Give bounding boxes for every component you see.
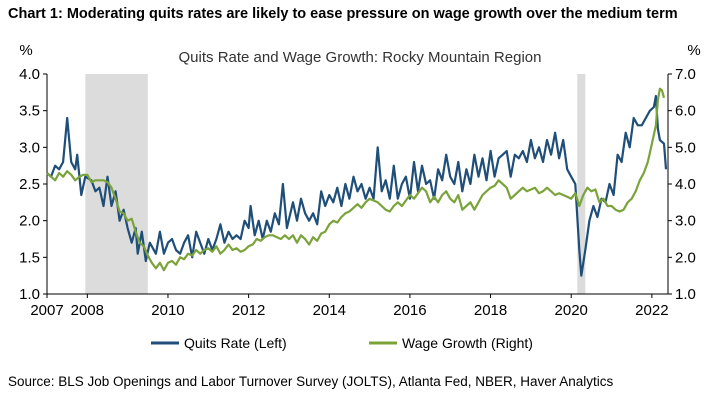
left-tick-label: 3.0: [19, 139, 40, 156]
x-tick-label: 2014: [313, 302, 346, 319]
legend-quits-label: Quits Rate (Left): [184, 335, 287, 351]
x-tick-label: 2018: [474, 302, 507, 319]
left-axis-unit: %: [19, 42, 32, 59]
x-tick-label: 2012: [232, 302, 265, 319]
right-tick-label: 4.0: [675, 176, 696, 193]
chart-subtitle: Quits Rate and Wage Growth: Rocky Mounta…: [179, 49, 542, 66]
legend-wage-label: Wage Growth (Right): [402, 335, 533, 351]
left-tick-label: 1.5: [19, 249, 40, 266]
left-tick-label: 1.0: [19, 286, 40, 303]
wage-growth-line: [46, 87, 666, 272]
right-axis-unit: %: [687, 42, 700, 59]
recession-shading: [85, 74, 586, 294]
left-tick-label: 3.5: [19, 103, 40, 120]
left-tick-label: 2.0: [19, 213, 40, 230]
right-tick-label: 3.0: [675, 213, 696, 230]
x-tick-label: 2008: [71, 302, 104, 319]
right-tick-label: 2.0: [675, 249, 696, 266]
x-tick-label: 2020: [555, 302, 588, 319]
source-note: Source: BLS Job Openings and Labor Turno…: [8, 374, 614, 389]
left-tick-label: 2.5: [19, 176, 40, 193]
x-tick-label: 2010: [151, 302, 184, 319]
tick-labels: 1.0 1.5 2.0 2.5 3.0 3.5 4.0 1.0 2.0 3.0 4.0 5.0 6.0 7…: [19, 66, 696, 319]
x-tick-label: 2007: [30, 302, 63, 319]
x-tick-label: 2022: [635, 302, 668, 319]
right-tick-label: 1.0: [675, 286, 696, 303]
right-tick-label: 5.0: [675, 139, 696, 156]
chart-title: Chart 1: Moderating quits rates are like…: [8, 6, 678, 22]
quits-rate-line: [46, 94, 668, 277]
left-tick-label: 4.0: [19, 66, 40, 83]
right-tick-label: 6.0: [675, 103, 696, 120]
right-tick-label: 7.0: [675, 66, 696, 83]
recession-band-1: [85, 74, 148, 294]
series-lines: [46, 87, 668, 277]
legend: Quits Rate (Left) Wage Growth (Right): [151, 335, 533, 351]
axes: [43, 73, 672, 298]
recession-band-2: [577, 74, 586, 294]
x-tick-label: 2016: [393, 302, 426, 319]
